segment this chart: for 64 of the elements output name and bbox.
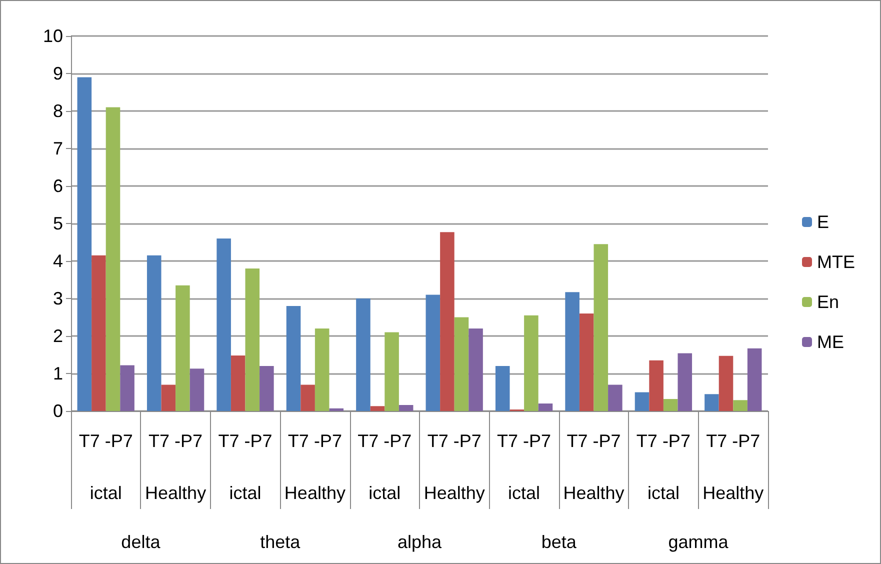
y-tick-label: 7	[52, 138, 63, 158]
bar	[538, 404, 553, 411]
text: theta	[260, 532, 302, 552]
y-tick-label: 6	[52, 176, 63, 196]
bar	[92, 255, 106, 411]
bar	[356, 298, 370, 411]
bar	[146, 255, 162, 411]
y-tick-label: 8	[52, 101, 63, 121]
category-label: T7 -P7 Healthy	[284, 431, 346, 503]
y-tick-label: 0	[52, 401, 63, 421]
bar	[634, 392, 650, 411]
bar	[370, 406, 385, 411]
bar	[678, 353, 692, 411]
bar	[384, 332, 399, 411]
bar	[260, 366, 274, 411]
y-tick-label: 1	[52, 364, 63, 384]
bar	[454, 317, 469, 411]
category-label: T7 -P7 Healthy	[424, 431, 485, 503]
bar	[106, 107, 120, 411]
bar	[190, 368, 204, 411]
category-label: T7 -P7 Healthy	[563, 431, 624, 503]
bar	[286, 306, 301, 411]
bar	[468, 328, 483, 411]
y-tick-label: 5	[52, 214, 63, 234]
legend-label: En	[817, 292, 840, 312]
y-tick-label: 3	[52, 288, 63, 308]
y-tick-label: 10	[42, 26, 63, 46]
bar	[704, 394, 719, 411]
bar	[718, 356, 734, 411]
category-label: T7 -P7 Healthy	[145, 431, 206, 503]
bar	[579, 314, 594, 411]
bar	[398, 405, 414, 411]
bar	[216, 238, 231, 411]
bar	[329, 408, 344, 411]
bar	[230, 356, 246, 411]
text: beta	[541, 532, 578, 552]
bar	[524, 315, 538, 411]
bar	[608, 384, 622, 411]
text: gamma	[668, 532, 730, 552]
bar	[245, 268, 260, 411]
bar	[176, 285, 190, 411]
y-tick-label: 2	[52, 326, 63, 346]
bar	[649, 360, 664, 411]
bar	[495, 366, 510, 411]
bar	[77, 77, 92, 411]
legend-label: E	[817, 212, 830, 232]
legend-label: ME	[817, 332, 844, 352]
bar	[161, 384, 176, 411]
bar	[314, 328, 330, 411]
text: delta	[121, 532, 162, 552]
bar	[747, 348, 762, 411]
bar	[120, 365, 134, 411]
bar	[663, 399, 678, 411]
bar	[733, 400, 748, 411]
bar	[440, 232, 454, 411]
text: alpha	[397, 532, 443, 552]
y-tick-label: 4	[52, 251, 63, 271]
bar	[565, 292, 580, 411]
bar	[594, 244, 608, 411]
bar	[300, 384, 315, 411]
legend-label: MTE	[817, 252, 856, 272]
y-tick-label: 9	[52, 64, 63, 84]
category-label: T7 -P7 Healthy	[702, 431, 764, 503]
bar	[426, 294, 440, 411]
